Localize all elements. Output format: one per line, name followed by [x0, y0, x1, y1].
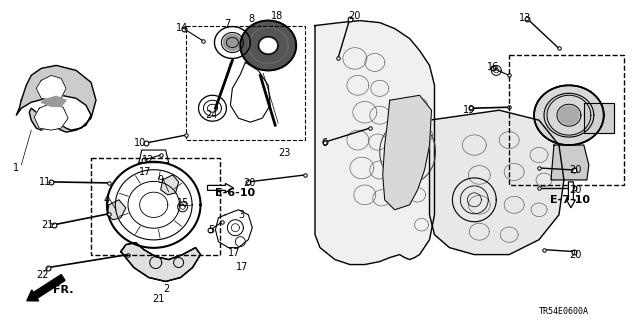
Polygon shape	[17, 65, 96, 132]
Polygon shape	[223, 35, 241, 51]
Text: 9: 9	[157, 175, 164, 185]
Polygon shape	[559, 106, 579, 124]
FancyArrow shape	[566, 182, 575, 208]
Text: 1: 1	[13, 163, 19, 173]
Text: 15: 15	[177, 198, 189, 208]
Text: TR54E0600A: TR54E0600A	[539, 307, 589, 316]
Text: 20: 20	[569, 185, 581, 195]
Text: 16: 16	[487, 62, 500, 72]
Text: 10: 10	[134, 138, 146, 148]
Text: 17: 17	[236, 261, 249, 272]
Text: 20: 20	[569, 250, 581, 260]
Text: 8: 8	[248, 14, 255, 24]
Text: 11: 11	[39, 177, 51, 187]
Polygon shape	[36, 76, 66, 100]
Text: 19: 19	[463, 105, 476, 115]
Text: 13: 13	[519, 13, 531, 23]
Polygon shape	[161, 175, 179, 195]
Text: 20: 20	[243, 178, 256, 188]
Text: 21: 21	[153, 294, 165, 304]
Text: 17: 17	[139, 167, 151, 177]
Polygon shape	[390, 130, 426, 174]
Text: 14: 14	[175, 23, 188, 33]
Polygon shape	[121, 243, 200, 282]
FancyArrow shape	[207, 183, 234, 192]
Text: 12: 12	[142, 155, 154, 165]
Polygon shape	[551, 145, 589, 180]
Text: 5: 5	[209, 225, 215, 235]
Text: FR.: FR.	[53, 285, 74, 295]
Polygon shape	[241, 20, 296, 70]
Text: E-6-10: E-6-10	[216, 188, 255, 198]
Polygon shape	[41, 96, 66, 106]
Text: E-7-10: E-7-10	[550, 195, 590, 205]
Text: 20: 20	[348, 11, 360, 21]
Bar	[91, 158, 220, 255]
Text: 2: 2	[164, 284, 170, 294]
Bar	[186, 26, 305, 140]
Bar	[509, 55, 623, 185]
Polygon shape	[429, 110, 564, 255]
Text: 4: 4	[104, 195, 110, 205]
Polygon shape	[534, 85, 604, 145]
Text: 17: 17	[228, 248, 241, 258]
FancyArrow shape	[27, 275, 65, 301]
Text: 23: 23	[278, 148, 291, 158]
Text: 22: 22	[36, 269, 49, 280]
Polygon shape	[260, 38, 276, 52]
Polygon shape	[107, 200, 126, 220]
Text: 7: 7	[225, 19, 230, 28]
Text: 21: 21	[41, 220, 54, 230]
Text: 20: 20	[569, 165, 581, 175]
Polygon shape	[35, 103, 68, 130]
Polygon shape	[315, 20, 435, 265]
Polygon shape	[383, 95, 431, 210]
Text: 18: 18	[271, 11, 284, 21]
Polygon shape	[584, 103, 614, 133]
Text: 24: 24	[205, 110, 218, 120]
Text: 6: 6	[321, 138, 327, 148]
Text: 3: 3	[238, 210, 244, 220]
